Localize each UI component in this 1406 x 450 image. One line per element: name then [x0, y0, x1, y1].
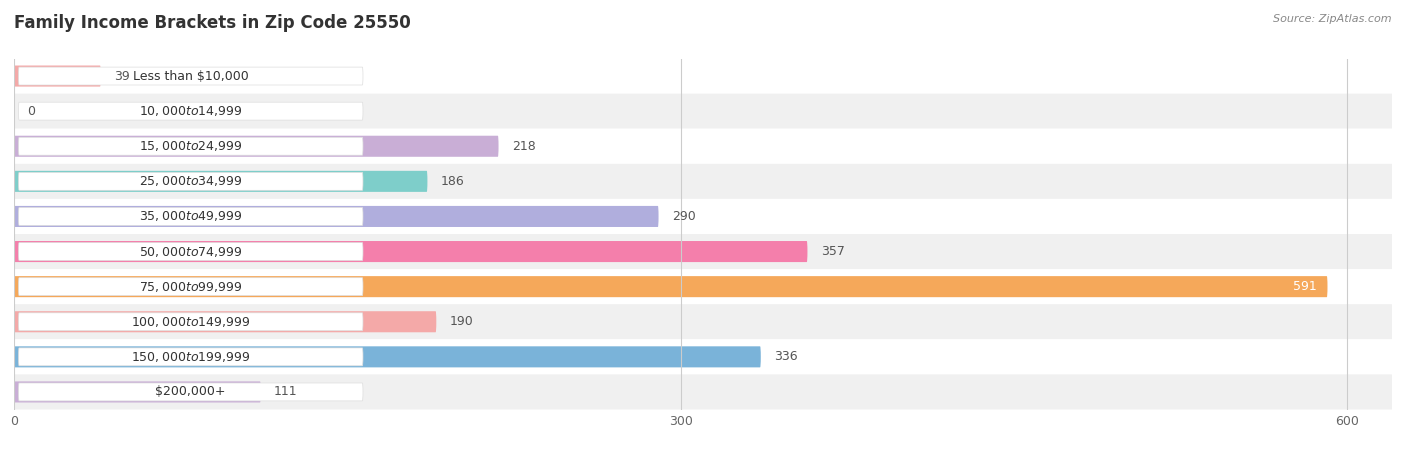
Text: 39: 39 — [114, 70, 129, 82]
Text: 290: 290 — [672, 210, 696, 223]
Text: $75,000 to $99,999: $75,000 to $99,999 — [139, 279, 242, 294]
Text: $150,000 to $199,999: $150,000 to $199,999 — [131, 350, 250, 364]
FancyBboxPatch shape — [18, 207, 363, 225]
Text: 591: 591 — [1292, 280, 1316, 293]
Text: Source: ZipAtlas.com: Source: ZipAtlas.com — [1274, 14, 1392, 23]
FancyBboxPatch shape — [14, 129, 1392, 164]
Text: 357: 357 — [821, 245, 845, 258]
FancyBboxPatch shape — [14, 66, 101, 86]
FancyBboxPatch shape — [14, 276, 1327, 297]
Text: 186: 186 — [440, 175, 464, 188]
FancyBboxPatch shape — [18, 67, 363, 85]
FancyBboxPatch shape — [14, 199, 1392, 234]
FancyBboxPatch shape — [18, 172, 363, 190]
Text: 336: 336 — [775, 351, 797, 363]
FancyBboxPatch shape — [18, 348, 363, 366]
Text: 0: 0 — [27, 105, 35, 117]
FancyBboxPatch shape — [18, 243, 363, 261]
FancyBboxPatch shape — [14, 339, 1392, 374]
Text: $25,000 to $34,999: $25,000 to $34,999 — [139, 174, 242, 189]
Text: $200,000+: $200,000+ — [156, 386, 226, 398]
FancyBboxPatch shape — [14, 346, 761, 367]
Text: 218: 218 — [512, 140, 536, 153]
FancyBboxPatch shape — [14, 311, 436, 332]
FancyBboxPatch shape — [14, 234, 1392, 269]
FancyBboxPatch shape — [14, 164, 1392, 199]
Text: Family Income Brackets in Zip Code 25550: Family Income Brackets in Zip Code 25550 — [14, 14, 411, 32]
Text: $50,000 to $74,999: $50,000 to $74,999 — [139, 244, 242, 259]
FancyBboxPatch shape — [18, 383, 363, 401]
FancyBboxPatch shape — [14, 136, 499, 157]
FancyBboxPatch shape — [14, 206, 658, 227]
Text: 111: 111 — [274, 386, 298, 398]
FancyBboxPatch shape — [14, 269, 1392, 304]
FancyBboxPatch shape — [14, 382, 260, 402]
Text: $100,000 to $149,999: $100,000 to $149,999 — [131, 315, 250, 329]
FancyBboxPatch shape — [14, 374, 1392, 410]
Text: $15,000 to $24,999: $15,000 to $24,999 — [139, 139, 242, 153]
Text: $35,000 to $49,999: $35,000 to $49,999 — [139, 209, 242, 224]
FancyBboxPatch shape — [14, 171, 427, 192]
FancyBboxPatch shape — [14, 241, 807, 262]
Text: Less than $10,000: Less than $10,000 — [132, 70, 249, 82]
FancyBboxPatch shape — [18, 137, 363, 155]
Text: 190: 190 — [450, 315, 474, 328]
FancyBboxPatch shape — [14, 304, 1392, 339]
FancyBboxPatch shape — [14, 58, 1392, 94]
FancyBboxPatch shape — [18, 278, 363, 296]
FancyBboxPatch shape — [14, 94, 1392, 129]
FancyBboxPatch shape — [18, 102, 363, 120]
FancyBboxPatch shape — [18, 313, 363, 331]
Text: $10,000 to $14,999: $10,000 to $14,999 — [139, 104, 242, 118]
